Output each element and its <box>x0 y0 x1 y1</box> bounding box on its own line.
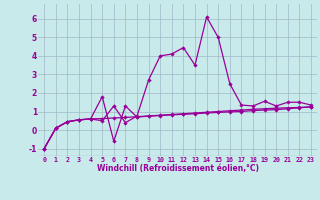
X-axis label: Windchill (Refroidissement éolien,°C): Windchill (Refroidissement éolien,°C) <box>97 164 259 173</box>
